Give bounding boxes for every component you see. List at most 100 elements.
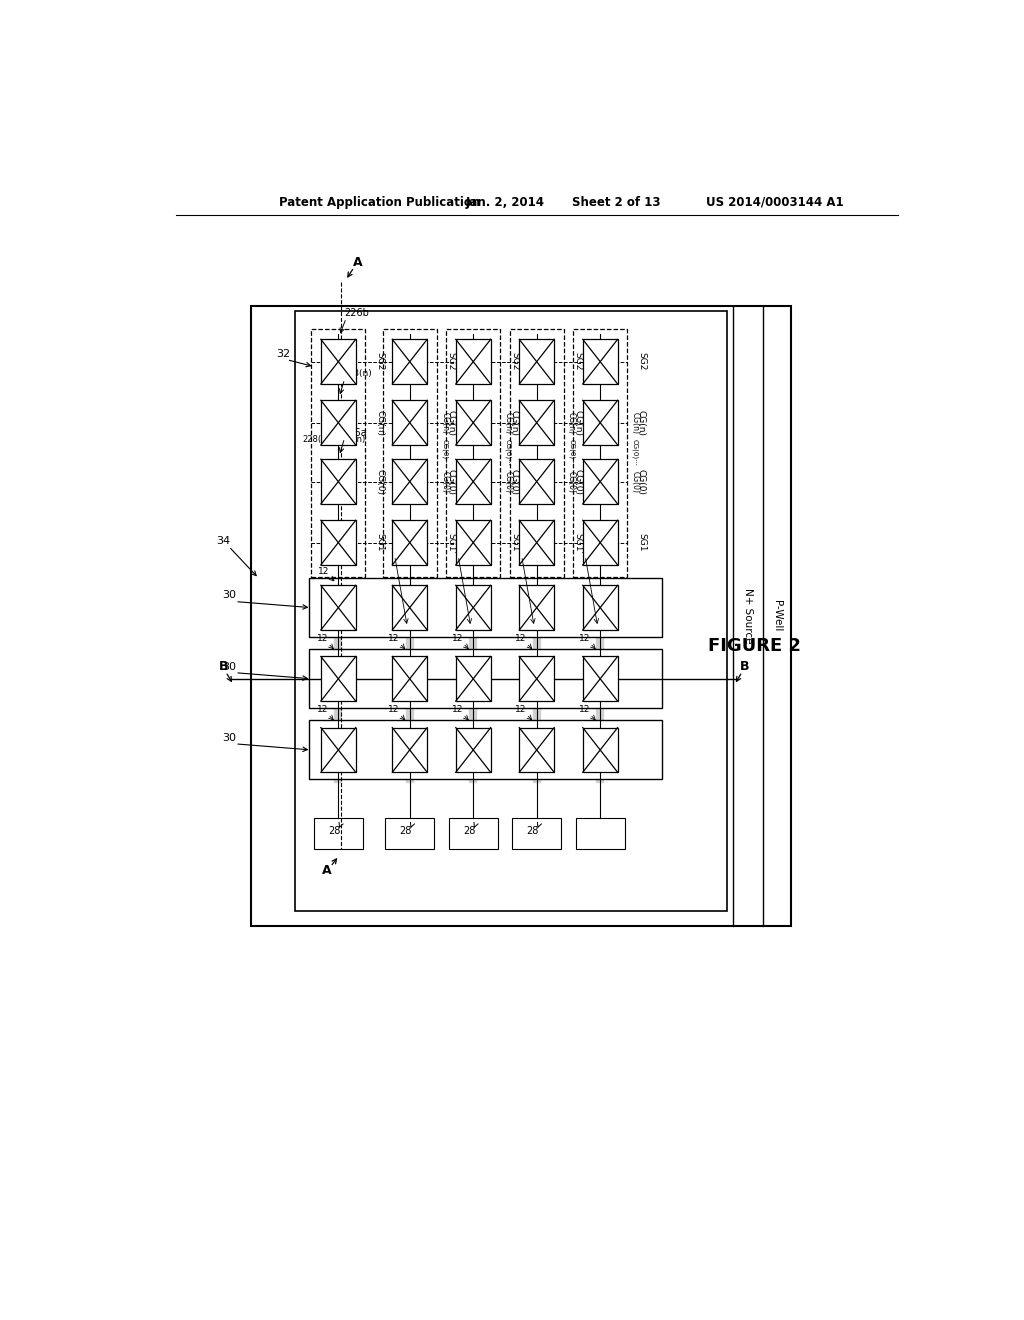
Text: CG(n): CG(n): [567, 412, 577, 434]
Bar: [309, 721, 663, 779]
Bar: [583, 459, 617, 504]
Text: BL: BL: [321, 603, 331, 612]
Text: 12 SG1: 12 SG1: [455, 548, 479, 553]
Bar: [446, 329, 500, 577]
Text: 32: 32: [275, 348, 290, 359]
Text: SG1: SG1: [446, 533, 456, 552]
Text: 28: 28: [399, 826, 412, 837]
Text: CG(0): CG(0): [637, 469, 646, 495]
Text: 30: 30: [222, 590, 236, 601]
Text: 28: 28: [328, 826, 341, 837]
Bar: [313, 818, 362, 849]
Text: A: A: [352, 256, 362, 268]
Bar: [449, 818, 498, 849]
Bar: [456, 727, 490, 772]
Text: FIGURE 2: FIGURE 2: [709, 638, 802, 655]
Text: B: B: [218, 660, 228, 673]
Text: 30: 30: [222, 661, 236, 672]
Bar: [510, 329, 563, 577]
Text: 228(n): 228(n): [342, 370, 372, 379]
Text: SG2: SG2: [510, 352, 519, 371]
Text: BL: BL: [321, 746, 331, 755]
Text: 12 SG1: 12 SG1: [518, 548, 543, 553]
Bar: [321, 585, 355, 630]
Text: Jan. 2, 2014: Jan. 2, 2014: [466, 195, 545, 209]
Text: 12: 12: [388, 705, 399, 714]
Text: CG(0)···: CG(0)···: [505, 438, 511, 466]
Text: CG(n): CG(n): [573, 409, 583, 436]
Text: 12: 12: [452, 634, 463, 643]
Text: CG(0)···: CG(0)···: [568, 438, 574, 466]
Bar: [321, 400, 355, 445]
Text: 34: 34: [216, 536, 230, 546]
Text: 12: 12: [316, 705, 328, 714]
Text: CG(n): CG(n): [631, 412, 640, 434]
Bar: [456, 400, 490, 445]
Text: 12: 12: [579, 634, 590, 643]
Text: CG(n): CG(n): [375, 409, 384, 436]
Text: 228(0)···228(n): 228(0)···228(n): [303, 436, 366, 445]
Text: SG2: SG2: [375, 352, 384, 371]
Text: SG2: SG2: [446, 352, 456, 371]
Text: 226a: 226a: [342, 428, 367, 438]
Text: 12: 12: [579, 705, 590, 714]
Text: CG(n): CG(n): [440, 412, 450, 434]
Text: 30: 30: [222, 733, 236, 743]
Text: 226b: 226b: [345, 308, 370, 318]
Bar: [519, 520, 554, 565]
Text: SG1: SG1: [375, 533, 384, 552]
Bar: [456, 585, 490, 630]
Bar: [573, 329, 627, 577]
Bar: [392, 520, 427, 565]
Text: CG(0): CG(0): [440, 471, 450, 492]
Bar: [456, 656, 490, 701]
Text: 12: 12: [318, 566, 330, 576]
Bar: [321, 520, 355, 565]
Text: CG(0): CG(0): [631, 471, 640, 492]
Text: 12: 12: [452, 705, 463, 714]
Text: 28: 28: [463, 826, 475, 837]
Bar: [519, 459, 554, 504]
Text: 12: 12: [515, 634, 526, 643]
Bar: [583, 400, 617, 445]
Text: CG(0): CG(0): [504, 471, 513, 492]
Bar: [385, 818, 434, 849]
Text: 12: 12: [388, 634, 399, 643]
Bar: [392, 459, 427, 504]
Text: A: A: [323, 865, 332, 878]
Text: P-Well: P-Well: [772, 601, 781, 631]
Bar: [311, 329, 366, 577]
Bar: [392, 656, 427, 701]
Text: CG(0): CG(0): [510, 469, 519, 495]
Text: 28: 28: [526, 826, 539, 837]
Text: CG(0): CG(0): [567, 471, 577, 492]
Text: CG(n): CG(n): [446, 409, 456, 436]
Bar: [309, 649, 663, 709]
Bar: [583, 727, 617, 772]
Text: 12 SG1: 12 SG1: [582, 548, 606, 553]
Text: SG1: SG1: [573, 533, 583, 552]
Bar: [583, 520, 617, 565]
Bar: [309, 578, 663, 638]
Bar: [456, 520, 490, 565]
Text: CG(0): CG(0): [573, 469, 583, 495]
Text: CG(0)···: CG(0)···: [441, 438, 447, 466]
Text: CG(0): CG(0): [446, 469, 456, 495]
Text: CG(0): CG(0): [375, 469, 384, 495]
Bar: [392, 585, 427, 630]
Bar: [456, 339, 490, 384]
Text: CG(n): CG(n): [510, 409, 519, 436]
Text: N+ Source: N+ Source: [742, 587, 753, 644]
Text: BL: BL: [321, 675, 331, 684]
Text: 12 SG1: 12 SG1: [391, 548, 416, 553]
Bar: [321, 727, 355, 772]
Bar: [583, 656, 617, 701]
Text: Patent Application Publication: Patent Application Publication: [279, 195, 480, 209]
Bar: [519, 400, 554, 445]
Bar: [583, 339, 617, 384]
Bar: [392, 400, 427, 445]
Bar: [519, 656, 554, 701]
Text: SG2: SG2: [573, 352, 583, 371]
Text: CG(n): CG(n): [504, 412, 513, 434]
Bar: [251, 306, 791, 925]
